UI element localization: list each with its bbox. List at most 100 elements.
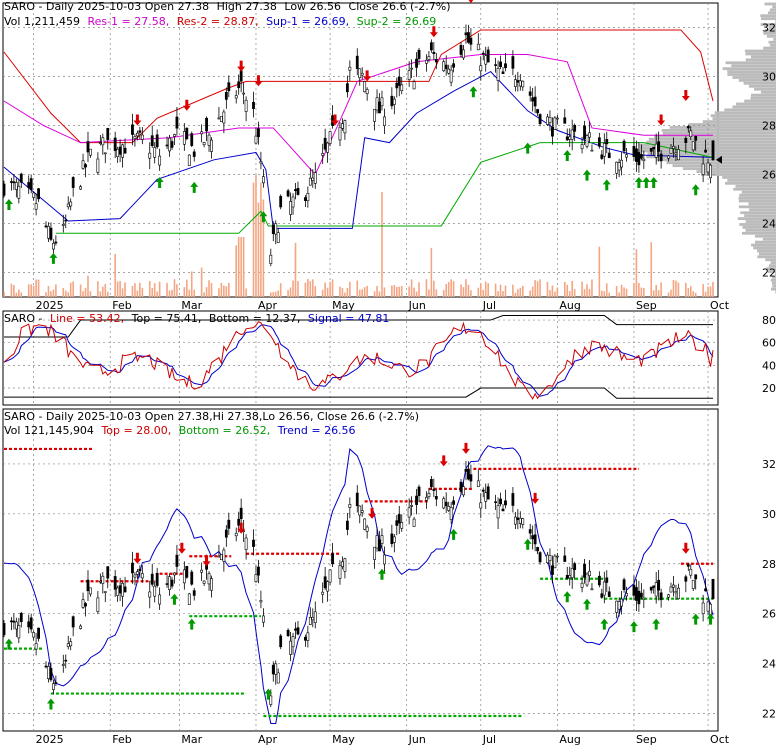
candle-body (513, 516, 517, 525)
profile-bar (739, 193, 776, 197)
candle-body (200, 131, 204, 135)
candle-body (69, 201, 73, 207)
buy-arrow (649, 176, 658, 188)
candle-body (516, 80, 520, 83)
candle-body (365, 526, 369, 532)
volume-bar (87, 275, 89, 297)
candle-body (279, 195, 283, 208)
candle-body (123, 147, 127, 154)
candle-body (479, 502, 483, 509)
volume-bar (205, 287, 208, 297)
volume-bar (601, 290, 603, 297)
candle-body (432, 51, 436, 54)
candle-body (123, 586, 127, 593)
volume-bar (156, 291, 158, 297)
candle-body (131, 562, 134, 574)
volume-bar (84, 287, 87, 297)
candle-body (373, 108, 376, 122)
candle-body (116, 587, 120, 596)
candle-body (415, 495, 418, 505)
candle-body (207, 573, 211, 585)
volume-bar (106, 291, 109, 297)
candle-body (37, 188, 40, 200)
candle-body (61, 224, 65, 226)
profile-bar (724, 108, 776, 112)
volume-bar (309, 281, 312, 297)
candle-body (583, 125, 586, 140)
candle-body (600, 154, 604, 159)
candle-body (390, 95, 394, 107)
candle-body (358, 505, 362, 516)
profile-bar (682, 167, 776, 171)
candle-body (153, 147, 157, 158)
candle-body (484, 55, 488, 65)
arrow-shape (657, 114, 666, 126)
buy-arrow (4, 638, 13, 650)
candle-body (27, 182, 31, 188)
panel1-title: SARO - Daily 2025-10-03 Open 27.38 (4, 0, 210, 13)
volume-bar (383, 287, 386, 297)
volume-bar (655, 284, 657, 297)
y-tick-label: 30 (762, 508, 776, 521)
profile-bar (725, 61, 776, 65)
candle-body (276, 232, 280, 243)
candle-body (412, 81, 416, 90)
candle-body (600, 593, 604, 598)
candle-body (291, 196, 295, 208)
candle-body (546, 554, 549, 563)
candle-body (521, 80, 525, 88)
volume-bar (27, 284, 30, 297)
volume-bar (410, 279, 413, 297)
profile-bar (744, 214, 776, 218)
sell-arrow (133, 114, 142, 126)
profile-bar (769, 8, 776, 12)
panel3-top: Top = 28.00, (101, 424, 172, 437)
candle-body (607, 152, 611, 159)
candle-body (227, 519, 231, 529)
profile-bar (738, 196, 776, 200)
candle-body (615, 161, 619, 174)
candle-body (19, 173, 23, 183)
candle-body (49, 667, 53, 681)
volume-bar (689, 286, 692, 297)
profile-bar (745, 220, 776, 223)
candle-body (565, 136, 569, 141)
volume-bar (220, 282, 223, 297)
volume-bar (166, 282, 168, 297)
arrow-shape (177, 542, 186, 554)
candle-body (29, 178, 33, 190)
volume-bar (102, 286, 104, 297)
volume-bar (292, 280, 294, 297)
candle-body (158, 155, 162, 166)
volume-bar (242, 237, 245, 297)
buy-arrow (46, 698, 55, 710)
volume-bar (62, 288, 65, 297)
candle-body (605, 577, 609, 583)
candle-body (44, 665, 48, 668)
candle-body (54, 241, 58, 244)
candle-body (338, 565, 342, 579)
candle-body (553, 117, 557, 130)
arrow-shape (706, 613, 715, 625)
candle-body (469, 37, 473, 45)
profile-bar (732, 76, 776, 79)
candle-body (652, 146, 656, 150)
candle-body (182, 569, 186, 584)
buy-arrow (602, 179, 611, 191)
volume-bar (605, 283, 608, 297)
candle-body (338, 126, 342, 141)
candle-body (686, 126, 690, 129)
candle-body (2, 183, 6, 196)
candle-body (462, 486, 465, 496)
buy-arrow (187, 618, 196, 630)
candle-body (155, 134, 159, 148)
candle-body (116, 148, 120, 157)
buy-arrow (449, 528, 458, 540)
volume-bar (497, 291, 499, 297)
profile-bar (654, 134, 776, 138)
profile-bar (722, 67, 776, 71)
candle-body (521, 518, 525, 525)
volume-bar (393, 285, 396, 297)
volume-bar (652, 290, 655, 297)
candle-body (625, 593, 628, 597)
